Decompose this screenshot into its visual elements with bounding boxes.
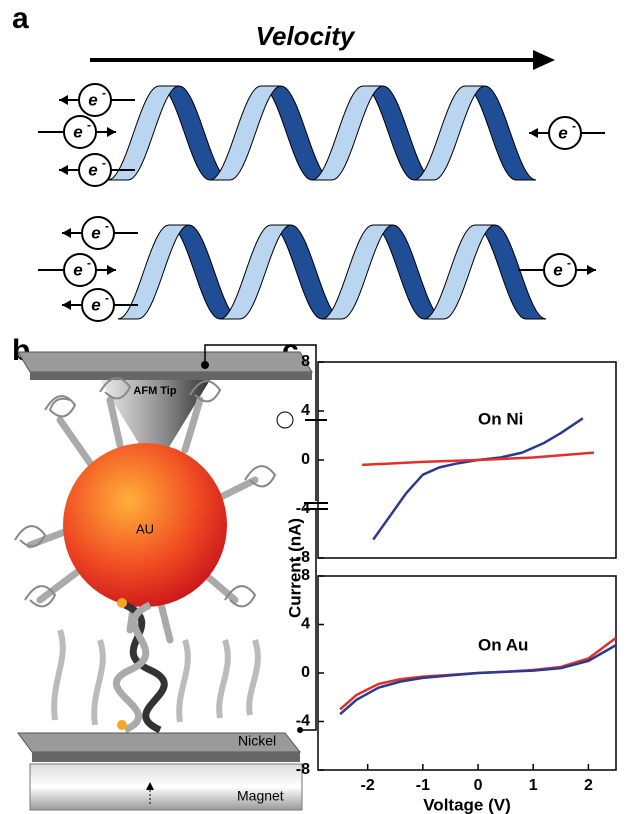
particle-label: AU <box>136 521 154 536</box>
helix-front <box>413 85 486 181</box>
helix-back <box>464 85 537 181</box>
data-line <box>339 644 617 716</box>
electron-arrowhead <box>529 128 538 138</box>
electron-arrowhead <box>59 165 68 175</box>
electron-charge: - <box>87 256 91 270</box>
velocity-title: Velocity <box>256 21 356 51</box>
data-line <box>372 417 584 541</box>
electron-symbol: e <box>88 160 97 179</box>
helix-back <box>270 224 343 320</box>
ligands <box>26 396 259 644</box>
electron-charge: - <box>87 118 91 132</box>
top-plate-edge <box>30 372 312 380</box>
helix-back <box>158 85 231 181</box>
x-tick-label: 0 <box>474 777 483 794</box>
helix-front <box>321 224 394 320</box>
surface-ligands <box>51 629 261 726</box>
chart-title: On Au <box>478 635 528 654</box>
panel-label: a <box>12 2 29 35</box>
helix-back <box>362 85 435 181</box>
magnet-label: Magnet <box>237 788 284 804</box>
helix-back <box>260 85 333 181</box>
top-plate <box>17 351 313 373</box>
electron-symbol: e <box>73 122 82 141</box>
electron-symbol: e <box>91 295 100 314</box>
helix-front <box>219 224 292 320</box>
gold-particle <box>63 443 227 607</box>
helix-front <box>117 224 190 320</box>
electron-arrowhead <box>62 300 71 310</box>
magnet <box>29 763 303 811</box>
dna <box>112 601 168 734</box>
y-tick-label: 0 <box>301 451 310 468</box>
helix-front <box>311 85 384 181</box>
y-tick-label: -8 <box>296 549 310 566</box>
y-tick-label: 0 <box>301 664 310 681</box>
helix-front <box>209 85 282 181</box>
y-tick-label: 8 <box>301 567 310 584</box>
y-axis-label: Current (nA) <box>285 518 304 618</box>
electron-charge: - <box>572 119 576 133</box>
velocity-arrowhead <box>533 50 555 70</box>
charts: -8 -4 0 4 8 On Ni -8 -4 0 4 8 -2 -1 0 1 2 On Au Voltage (… <box>296 353 617 814</box>
y-tick-label: 8 <box>301 353 310 370</box>
x-axis-label: Voltage (V) <box>423 795 511 814</box>
thiol <box>117 598 127 608</box>
helix-back <box>474 224 547 320</box>
thiol <box>117 720 127 730</box>
helix-front <box>107 85 180 181</box>
helices <box>107 85 547 320</box>
field-arrowhead <box>146 782 154 790</box>
electron-arrowhead <box>62 228 71 238</box>
substrate-label: Nickel <box>238 733 276 749</box>
x-tick-label: -2 <box>361 777 375 794</box>
electron-symbol: e <box>558 123 567 142</box>
data-line <box>362 451 595 467</box>
chart-title: On Ni <box>478 409 523 428</box>
contact <box>297 727 303 733</box>
electron-charge: - <box>102 156 106 170</box>
y-tick-label: -8 <box>296 761 310 778</box>
electron-arrowhead <box>587 265 596 275</box>
electron-charge: - <box>105 291 109 305</box>
electron-arrowhead <box>107 265 116 275</box>
helix-back <box>168 224 241 320</box>
afm-setup: AFM Tip AU Nickel Magnet <box>14 344 330 811</box>
electron-charge: - <box>102 86 106 100</box>
electron-symbol: e <box>88 90 97 109</box>
x-tick-label: -1 <box>416 777 430 794</box>
circuit <box>204 344 317 731</box>
afm-tip <box>100 380 210 470</box>
electron-arrowhead <box>107 127 116 137</box>
helix-back <box>372 224 445 320</box>
electron-symbol: e <box>73 260 82 279</box>
proteins <box>14 377 277 608</box>
electron-charge: - <box>567 256 571 270</box>
tip-label: AFM Tip <box>133 385 176 397</box>
electron-arrowhead <box>59 95 68 105</box>
electron-symbol: e <box>91 223 100 242</box>
x-tick-label: 2 <box>584 777 593 794</box>
y-tick-label: -4 <box>296 713 310 730</box>
electrons: e -e -e -e -e -e -e -e - <box>38 83 605 322</box>
y-tick-label: -4 <box>296 500 310 517</box>
meter <box>276 411 294 429</box>
y-tick-label: 4 <box>301 616 310 633</box>
x-tick-label: 1 <box>529 777 538 794</box>
nickel-edge <box>32 752 300 762</box>
electron-charge: - <box>105 219 109 233</box>
y-tick-label: 4 <box>301 402 310 419</box>
helix-front <box>423 224 496 320</box>
electron-symbol: e <box>553 260 562 279</box>
